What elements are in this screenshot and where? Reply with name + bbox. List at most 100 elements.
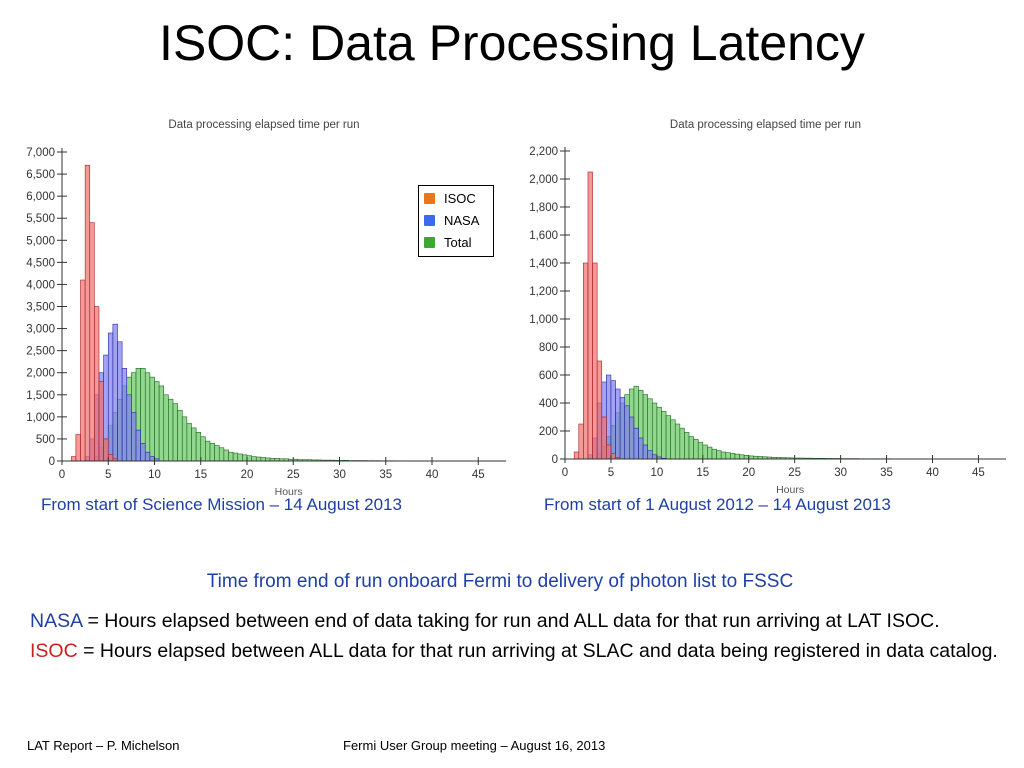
bar-isoc-7	[94, 306, 100, 462]
bar-nasa-17	[140, 443, 146, 462]
y-tick-label-0-14: 7,000	[26, 147, 55, 159]
bar-isoc-5	[84, 164, 91, 462]
bar-isoc-6	[592, 262, 598, 460]
bar-total-25	[679, 427, 685, 460]
bar-total-36	[228, 451, 234, 462]
bar-nasa-13	[624, 405, 630, 460]
bar-total-30	[200, 436, 206, 462]
histogram-chart-all-mission: Data processing elapsed time per run 0 500…	[10, 112, 515, 502]
bar-total-18	[647, 398, 653, 460]
bar-isoc-8	[98, 381, 104, 462]
bar-total-32	[209, 443, 215, 462]
y-tick-label-1-9: 1,800	[529, 202, 558, 214]
bar-nasa-15	[633, 427, 639, 460]
bar-nasa-16	[638, 437, 644, 460]
histogram-svg-2: Data processing elapsed time per run0200…	[529, 119, 1006, 496]
bar-total-39	[242, 454, 248, 462]
y-tick-label-0-11: 5,500	[26, 213, 55, 225]
bar-total-38	[739, 454, 745, 460]
bar-total-22	[163, 394, 169, 462]
y-tick-label-1-4: 800	[539, 342, 558, 354]
y-tick-label-0-2: 1,000	[26, 412, 55, 424]
y-tick-label-1-5: 1,000	[529, 314, 558, 326]
footer-left: LAT Report – P. Michelson	[27, 738, 180, 753]
bar-total-35	[223, 449, 229, 462]
definition-nasa-text: = Hours elapsed between end of data taki…	[82, 610, 940, 632]
bar-total-21	[661, 411, 667, 460]
bar-nasa-12	[619, 397, 626, 460]
definition-isoc: ISOC = Hours elapsed between ALL data fo…	[30, 636, 1005, 666]
y-tick-label-1-6: 1,200	[529, 286, 558, 298]
bar-total-34	[218, 447, 225, 462]
bar-isoc-3	[75, 434, 81, 462]
bar-total-26	[181, 416, 188, 462]
x-tick-label-0-1: 5	[105, 469, 111, 481]
legend-item-isoc: ISOC	[419, 188, 493, 208]
latency-description: Time from end of run onboard Fermi to de…	[206, 571, 794, 592]
bar-isoc-4	[80, 279, 86, 462]
bar-total-40	[246, 455, 252, 462]
y-tick-label-0-12: 6,000	[26, 191, 55, 203]
chart-caption-right: From start of 1 August 2012 – 14 August …	[544, 495, 891, 514]
y-tick-label-1-1: 200	[539, 426, 558, 438]
chart-caption-left: From start of Science Mission – 14 Augus…	[41, 495, 402, 514]
y-tick-label-0-10: 5,000	[26, 235, 55, 247]
y-tick-label-1-0: 0	[552, 454, 558, 466]
y-tick-label-1-3: 600	[539, 370, 558, 382]
bar-total-29	[195, 432, 202, 462]
x-tick-label-1-6: 30	[834, 467, 847, 479]
bar-isoc-10	[107, 454, 114, 462]
x-tick-label-1-5: 25	[788, 467, 801, 479]
bar-total-24	[172, 403, 178, 462]
y-tick-label-0-6: 3,000	[26, 324, 55, 336]
y-tick-label-1-10: 2,000	[529, 174, 558, 186]
bar-total-37	[734, 453, 740, 460]
x-tick-label-1-0: 0	[562, 467, 568, 479]
bar-nasa-11	[112, 323, 118, 462]
legend-item-nasa: NASA	[419, 210, 493, 230]
y-tick-label-0-7: 3,500	[26, 302, 55, 314]
histogram-svg-1: Data processing elapsed time per run 0 500…	[26, 119, 507, 498]
bar-total-27	[688, 436, 694, 460]
bar-total-19	[149, 376, 155, 462]
bar-total-28	[693, 439, 699, 460]
bar-total-41	[251, 456, 257, 462]
bar-total-19	[651, 402, 658, 460]
x-tick-label-1-7: 35	[880, 467, 893, 479]
y-tick-label-0-9: 4,500	[26, 257, 55, 269]
x-tick-label-0-5: 25	[287, 469, 300, 481]
bar-total-43	[260, 457, 266, 462]
y-tick-label-1-8: 1,600	[529, 230, 558, 242]
y-tick-label-0-5: 2,500	[26, 346, 55, 358]
bar-total-22	[665, 415, 671, 460]
x-tick-label-1-3: 15	[696, 467, 709, 479]
bar-nasa-13	[121, 367, 128, 462]
definition-isoc-text: = Hours elapsed between ALL data for tha…	[77, 640, 998, 662]
bar-nasa-11	[615, 388, 621, 460]
bar-total-23	[670, 419, 676, 460]
bar-nasa-10	[107, 332, 114, 462]
x-axis-label-0: Hours	[275, 486, 303, 498]
bar-isoc-2	[573, 451, 580, 460]
bar-nasa-16	[135, 429, 141, 462]
bar-total-18	[144, 372, 151, 462]
bar-total-31	[707, 446, 713, 460]
x-tick-label-0-4: 20	[241, 469, 254, 481]
bar-isoc-7	[596, 360, 603, 460]
y-tick-label-1-7: 1,400	[529, 258, 558, 270]
bar-total-25	[177, 409, 183, 462]
bar-total-34	[720, 451, 727, 460]
bar-total-28	[191, 427, 197, 462]
legend-label-nasa: NASA	[444, 212, 480, 228]
bar-isoc-9	[606, 444, 612, 460]
bar-nasa-17	[642, 444, 648, 460]
legend-swatch-total	[424, 236, 435, 248]
bar-total-42	[255, 456, 262, 462]
bar-nasa-19	[149, 456, 155, 462]
legend-swatch-isoc	[424, 192, 435, 204]
bar-nasa-12	[117, 341, 123, 462]
bar-nasa-18	[144, 451, 151, 462]
bar-nasa-15	[131, 412, 137, 462]
bar-total-27	[186, 423, 192, 462]
x-tick-label-0-0: 0	[59, 469, 65, 481]
